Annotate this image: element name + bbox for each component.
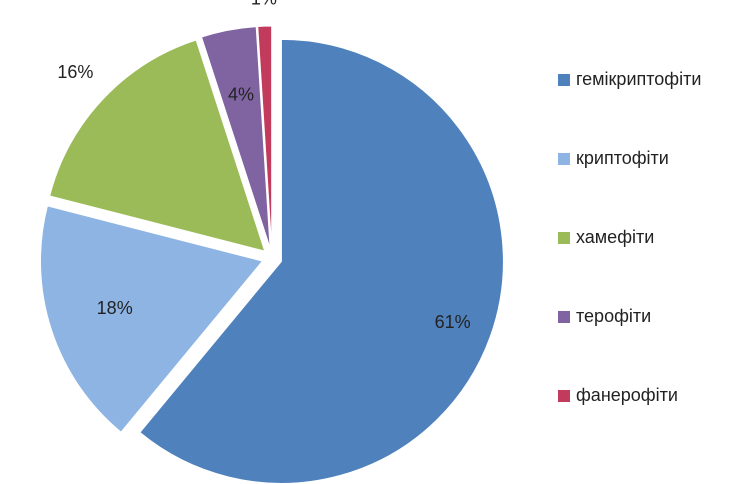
legend-swatch (558, 311, 570, 323)
pie-slice (40, 205, 264, 433)
data-label: 16% (57, 62, 93, 82)
data-label: 1% (251, 0, 277, 8)
data-label: 61% (435, 312, 471, 332)
pie-slice (200, 26, 271, 249)
legend-label: криптофіти (576, 148, 669, 168)
legend-swatch (558, 232, 570, 244)
legend-swatch (558, 74, 570, 86)
legend-label: фанерофіти (576, 385, 678, 405)
pie-slice (257, 25, 273, 249)
legend-swatch (558, 390, 570, 402)
data-label: 18% (97, 298, 133, 318)
legend-swatch (558, 153, 570, 165)
legend-label: терофіти (576, 306, 651, 326)
legend-label: хамефіти (576, 227, 654, 247)
legend-label: гемікриптофіти (576, 69, 701, 89)
pie-slice (139, 38, 504, 484)
pie-slice (49, 39, 266, 252)
data-label: 4% (228, 84, 254, 104)
